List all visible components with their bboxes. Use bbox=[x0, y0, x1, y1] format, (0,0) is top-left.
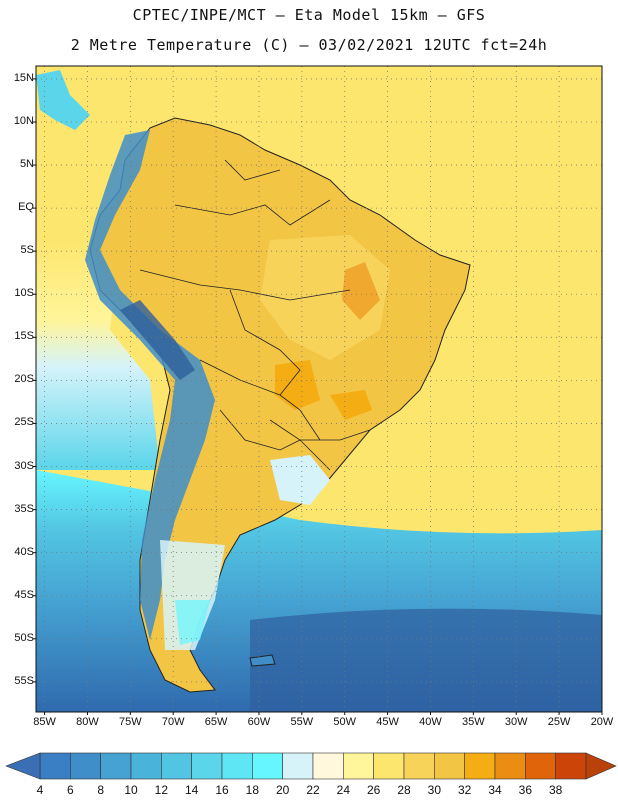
colorbar-swatch bbox=[100, 752, 132, 780]
lat-label: EQ bbox=[18, 201, 34, 214]
patagonia bbox=[160, 540, 225, 650]
pacific-ocean bbox=[36, 240, 160, 470]
hot-spot-southeast bbox=[330, 390, 372, 420]
colorbar-label: 8 bbox=[97, 783, 104, 797]
colorbar-swatch bbox=[161, 752, 192, 780]
andes-altiplano bbox=[120, 300, 195, 380]
andes-cold-band bbox=[85, 130, 215, 640]
colorbar-label: 6 bbox=[66, 783, 74, 797]
lon-label: 20W bbox=[590, 716, 614, 728]
colorbar-swatch bbox=[282, 752, 314, 780]
colorbar-label: 34 bbox=[488, 783, 502, 797]
lat-label: 5S bbox=[20, 244, 34, 257]
lon-label: 75W bbox=[119, 716, 142, 728]
southern-ocean-deep bbox=[250, 608, 602, 712]
colorbar-label: 24 bbox=[336, 783, 350, 797]
lon-label: 80W bbox=[76, 716, 99, 728]
lat-label: 25S bbox=[14, 416, 34, 429]
lon-label: 35W bbox=[462, 716, 485, 728]
country-borders bbox=[139, 159, 371, 471]
colorbar-label: 28 bbox=[397, 783, 411, 797]
colorbar-swatch bbox=[555, 752, 587, 780]
colorbar-label: 30 bbox=[427, 783, 441, 797]
colorbar-swatch bbox=[221, 752, 253, 780]
lon-label: 60W bbox=[247, 716, 271, 728]
hot-spot-midwest bbox=[275, 360, 320, 410]
map-subtitle: 2 Metre Temperature (C) – 03/02/2021 12U… bbox=[70, 36, 548, 54]
central-america bbox=[36, 70, 90, 130]
colorbar-swatch bbox=[494, 752, 526, 780]
colorbar-label: 38 bbox=[548, 783, 563, 797]
colorbar-swatch bbox=[525, 752, 556, 780]
lat-label: 15S bbox=[14, 330, 34, 343]
lat-label: 35S bbox=[14, 502, 34, 515]
colorbar-swatch bbox=[70, 752, 101, 780]
colorbar-label: 10 bbox=[124, 783, 138, 797]
lon-label: 85W bbox=[33, 716, 56, 728]
patagonia-south bbox=[175, 600, 210, 645]
colorbar-swatch bbox=[343, 752, 374, 780]
lat-label: 45S bbox=[14, 588, 34, 601]
lon-label: 65W bbox=[204, 716, 228, 728]
lon-label: 55W bbox=[290, 716, 314, 728]
colorbar-swatch bbox=[403, 752, 435, 780]
lon-label: 30W bbox=[504, 716, 528, 728]
lat-label: 55S bbox=[14, 674, 34, 687]
lon-label: 25W bbox=[547, 716, 571, 728]
map-frame bbox=[35, 65, 603, 713]
colorbar-swatch bbox=[191, 752, 223, 780]
colorbar-label: 18 bbox=[245, 783, 259, 797]
lat-label: 40S bbox=[14, 545, 34, 558]
colorbar-label: 36 bbox=[518, 783, 532, 797]
colorbar-swatch bbox=[373, 752, 405, 780]
lat-label: 20S bbox=[14, 373, 34, 386]
lon-label: 45W bbox=[376, 716, 399, 728]
lat-label: 50S bbox=[14, 631, 34, 644]
colorbar-high-arrow bbox=[585, 752, 617, 780]
colorbar-swatch bbox=[464, 752, 496, 780]
axis-ticks bbox=[33, 78, 603, 715]
colorbar-swatch bbox=[312, 752, 344, 780]
lat-label: 15N bbox=[13, 71, 34, 84]
colorbar-label: 26 bbox=[366, 783, 381, 797]
colorbar-label: 4 bbox=[36, 783, 44, 797]
lon-label: 70W bbox=[161, 716, 185, 728]
lon-label: 50W bbox=[333, 716, 357, 728]
colorbar-label: 32 bbox=[457, 783, 472, 797]
colorbar-swatch bbox=[434, 752, 465, 780]
map-title: CPTEC/INPE/MCT – Eta Model 15km – GFS bbox=[132, 6, 486, 24]
colorbar-swatch bbox=[252, 752, 283, 780]
colorbar-label: 12 bbox=[154, 783, 168, 797]
falkland-islands bbox=[249, 654, 276, 667]
colorbar-label: 20 bbox=[275, 783, 290, 797]
colorbar bbox=[5, 752, 617, 780]
colorbar-swatch bbox=[130, 752, 162, 780]
lat-label: 5N bbox=[19, 158, 34, 171]
colorbar-label: 16 bbox=[215, 783, 229, 797]
lat-label: 30S bbox=[14, 459, 34, 472]
colorbar-swatch bbox=[39, 752, 71, 780]
colorbar-label: 22 bbox=[306, 783, 320, 797]
colorbar-label: 14 bbox=[184, 783, 199, 797]
lat-label: 10S bbox=[14, 287, 34, 300]
hot-spot-central bbox=[342, 262, 380, 320]
lat-label: 10N bbox=[13, 114, 34, 127]
colorbar-low-arrow bbox=[5, 752, 41, 780]
lon-label: 40W bbox=[419, 716, 442, 728]
uruguay-region bbox=[270, 455, 330, 505]
